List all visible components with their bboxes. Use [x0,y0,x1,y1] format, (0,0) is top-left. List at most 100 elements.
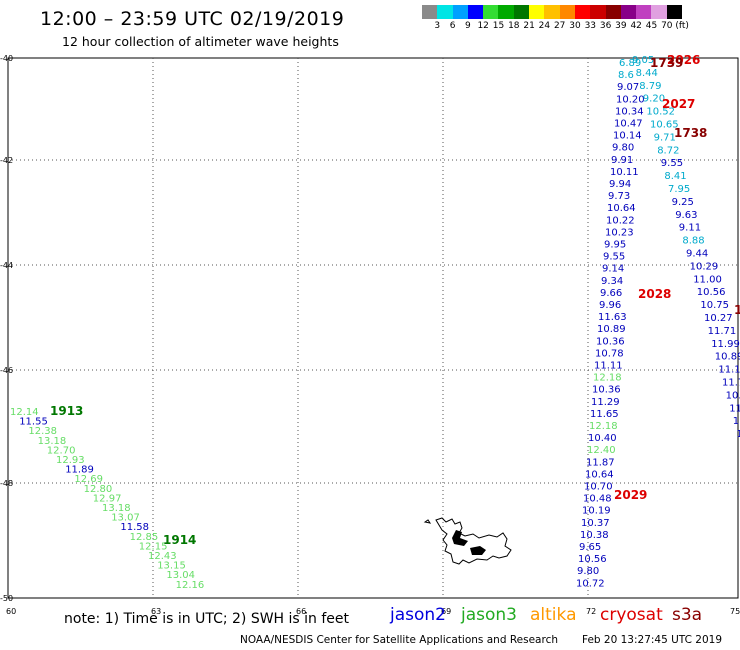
scale-label: 27 [553,21,566,31]
wave-height-value: 10.38 [580,530,609,541]
wave-height-value: 10.52 [646,107,675,118]
wave-height-value: 10.11 [610,167,639,178]
wave-height-value: 9.95 [604,240,626,251]
scale-label: (ft) [675,21,689,31]
wave-height-value: 10.56 [578,554,607,565]
track-label-1738: 1738 [674,126,707,140]
wave-height-value: 11.55 [19,417,48,428]
wave-height-value: 8.6 [618,70,634,81]
lat-tick-label: -50 [0,594,13,603]
scale-swatch [467,5,484,19]
wave-height-value: 12.15 [139,541,168,552]
wave-height-value: 12.14 [10,407,39,418]
scale-label: 70 [661,21,673,31]
wave-height-value: 10.89 [597,324,626,335]
wave-height-value: 12.70 [47,445,76,456]
wave-height-value: 6.89 [619,58,641,69]
scale-label: 15 [492,21,505,31]
wave-height-value: 10.64 [607,203,636,214]
wave-height-value: 10.29 [690,261,719,272]
lon-tick-label: 66 [296,607,306,616]
track-label-2026: 2026 [667,53,700,67]
scale-swatch [422,5,438,19]
wave-height-value: 10.72 [576,578,605,589]
wave-height-value: 11.89 [65,465,94,476]
wave-height-value: 9.11 [679,223,701,234]
scale-swatch [666,5,683,19]
wave-height-value: 10.56 [697,287,726,298]
wave-height-value: 9.66 [600,288,622,299]
wave-height-value: 11.29 [591,397,620,408]
wave-height-value: 9.65 [579,542,601,553]
wave-height-value: 11.87 [586,457,615,468]
wave-height-value: 8.41 [664,171,686,182]
wave-height-value: 9.25 [672,197,694,208]
wave-height-value: 9.94 [609,179,631,190]
units-note: note: 1) Time is in UTC; 2) SWH is in fe… [64,611,350,627]
scale-label: 45 [645,21,658,31]
kerguelen-island-outline [435,517,512,565]
track-label-1914: 1914 [163,533,196,547]
wave-height-value: 9.80 [612,143,634,154]
scale-swatch [605,5,621,19]
wave-height-value: 11. [733,416,740,427]
scale-swatch [620,5,637,19]
wave-height-value: 10.47 [614,119,643,130]
lon-tick-label: 72 [586,607,596,616]
wave-height-value: 12.69 [74,474,103,485]
wave-height-value: 10.70 [584,482,613,493]
map-frame [7,57,739,599]
wave-height-value: 9.71 [654,132,676,143]
islet-outline [423,519,432,524]
legend-cryosat: cryosat [600,605,663,625]
scale-swatch [437,5,453,19]
scale-label: 36 [599,21,612,31]
scale-swatch [513,5,530,19]
wave-height-value: 8.79 [639,81,661,92]
wave-height-value: 11.11 [594,361,623,372]
scale-swatch [452,5,468,19]
wave-height-value: 12.85 [130,532,159,543]
wave-height-value: 10.20 [616,94,645,105]
track-label-1: 1 [734,303,740,317]
wave-height-value: 10.89 [715,352,740,363]
color-scale-swatches [422,5,683,19]
lon-tick-label: 75 [730,607,740,616]
wave-height-value: 9.91 [611,155,633,166]
scale-swatch [651,5,667,19]
wave-height-value: 12.97 [93,493,122,504]
wave-height-value: 9.63 [675,210,697,221]
wave-height-value: 13.15 [157,561,186,572]
wave-height-value: 12.16 [176,580,205,591]
wave-height-value: 10.23 [605,227,634,238]
lon-tick-label: 60 [6,607,16,616]
wave-height-value: 9.44 [686,249,708,260]
wave-height-value: 11.58 [120,522,149,533]
wave-height-value: 13.07 [111,513,140,524]
page-subtitle: 12 hour collection of altimeter wave hei… [62,34,339,49]
wave-height-value: 13.18 [38,436,67,447]
legend-altika: altika [530,605,577,625]
island-interior-detail [470,546,486,555]
track-label-2027: 2027 [662,97,695,111]
wave-height-value: 13.18 [102,503,131,514]
wave-height-value: 10.37 [581,518,610,529]
legend-jason2: jason2 [390,605,446,625]
wave-height-value: 10.75 [700,300,729,311]
lat-tick-label: -42 [0,156,13,165]
scale-swatch [590,5,606,19]
wave-height-value: 9.14 [602,264,624,275]
wave-height-value: 11.63 [598,312,627,323]
scale-label: 30 [569,21,581,31]
wave-height-value: 10.64 [585,469,614,480]
wave-height-value: 10.27 [704,313,733,324]
wave-height-value: 8.88 [682,236,704,247]
wave-height-value: 11.00 [693,274,722,285]
scale-swatch [559,5,575,19]
wave-height-color-scale: 3 6 9 12 15 18 21 24 27 30 33 36 39 42 45 70 (ft) [422,5,689,33]
scale-label: 3 [434,21,441,31]
wave-height-value: 10.36 [592,385,621,396]
scale-label: 33 [584,21,597,31]
